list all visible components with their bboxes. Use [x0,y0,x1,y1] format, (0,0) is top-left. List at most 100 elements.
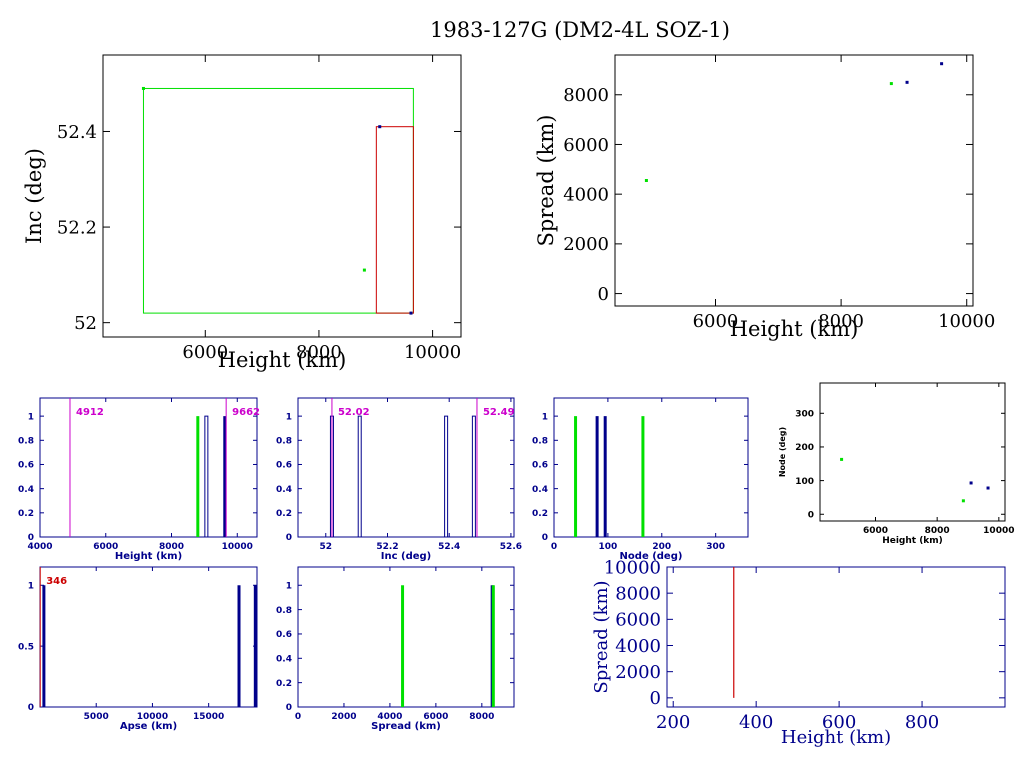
chart-hist-node: 0 100 200 300 0 0.2 0.4 0.6 0.8 1 Node (deg) [532,397,749,562]
x-tick-label: 200 [652,542,671,552]
x-tick-label: 52.2 [376,542,398,552]
y-tick-label: 0 [808,510,814,520]
y-tick-label: 0.2 [18,509,34,519]
histogram-bar [42,585,46,707]
plot-frame [102,54,462,338]
y-tick-label: 10000 [604,557,661,578]
y-tick-label: 0.8 [532,436,548,446]
x-tick-label: 200 [656,712,690,733]
y-tick-label: 1 [28,581,34,591]
y-tick-label: 2000 [615,662,661,683]
y-tick-label: 0.4 [532,485,548,495]
x-tick-label: 10000 [222,542,253,552]
x-axis-label: Apse (km) [120,721,177,732]
marker-label: 52.49 [483,407,515,418]
x-tick-label: 0 [551,542,557,552]
data-point [961,499,965,503]
data-point [409,311,413,315]
chart-inc-vs-height: 6000 8000 10000 52 52.2 52.4 Height (km) Inc (d… [22,54,462,372]
marker-label: 4912 [76,407,104,418]
y-tick-label: 1 [28,412,34,422]
y-tick-label: 52 [74,313,97,334]
y-axis-label: Spread (km) [534,115,558,247]
x-axis-label: Height (km) [730,317,859,341]
x-tick-label: 10000 [404,342,461,363]
y-tick-label: 0 [28,703,34,713]
histogram-bar [401,585,405,707]
y-tick-label: 0.5 [18,642,34,652]
x-tick-label: 6000 [93,542,118,552]
plot-frame [39,397,258,538]
data-point [378,125,382,129]
y-tick-label: 0.2 [532,509,548,519]
data-point [969,481,973,485]
x-axis-label: Height (km) [115,551,182,562]
plot-frame [553,397,749,538]
y-tick-label: 0.6 [276,461,292,471]
x-tick-label: 4000 [377,712,402,722]
plot-frame [819,382,1006,522]
x-axis-label: Spread (km) [371,721,441,732]
y-tick-label: 52.2 [57,217,97,238]
x-tick-label: 100 [598,542,617,552]
x-tick-label: 10000 [938,311,995,332]
x-tick-label: 10000 [983,526,1014,536]
chart-node-vs-height: 6000 8000 10000 0 100 200 300 Height (km) Node (… [778,382,1014,546]
y-tick-label: 52.4 [57,122,97,143]
range-box [375,126,414,314]
plot-frame [297,566,515,708]
y-tick-label: 2000 [563,234,609,255]
range-box [142,87,414,314]
x-axis-label: Height (km) [882,536,943,546]
x-tick-label: 8000 [296,342,342,363]
data-point [905,80,909,84]
y-tick-label: 4000 [615,636,661,657]
y-tick-label: 0 [598,284,609,305]
y-tick-label: 4000 [563,184,609,205]
y-tick-label: 0.6 [18,461,34,471]
histogram-bar [237,585,241,707]
y-tick-label: 300 [795,409,814,419]
histogram-bar [223,416,227,537]
y-tick-label: 0 [542,533,548,543]
y-tick-label: 8000 [615,583,661,604]
y-axis-label: Node (deg) [778,427,787,477]
x-tick-label: 8000 [159,542,184,552]
x-axis-label: Height (km) [781,727,891,748]
chart-hist-inc: 52 52.2 52.4 52.6 0 0.2 0.4 0.6 0.8 1 Inc (deg) 52.… [276,397,522,562]
y-tick-label: 0.4 [276,654,292,664]
x-tick-label: 8000 [818,311,864,332]
histogram-bar [357,415,362,538]
histogram-bar [196,416,200,537]
y-axis-label: Inc (deg) [22,148,46,244]
histogram-bar [471,415,476,538]
x-tick-label: 5000 [84,712,109,722]
x-axis-label: Inc (deg) [381,551,432,562]
plot-frame [297,397,515,538]
x-tick-label: 8000 [469,712,494,722]
y-tick-label: 0.8 [276,606,292,616]
histogram-bar [444,415,449,538]
y-tick-label: 0.4 [18,485,34,495]
marker-label: 52.02 [338,407,370,418]
y-tick-label: 200 [795,443,814,453]
x-tick-label: 400 [739,712,773,733]
x-tick-label: 10000 [137,712,168,722]
y-tick-label: 0.6 [276,630,292,640]
y-tick-label: 0 [286,703,292,713]
x-tick-label: 6000 [182,342,228,363]
y-tick-label: 0.6 [532,461,548,471]
marker-label: 9662 [232,407,260,418]
y-tick-label: 6000 [615,610,661,631]
data-point [889,82,893,86]
figure-title: 1983-127G (DM2-4L SOZ-1) [430,18,730,42]
y-tick-label: 6000 [563,135,609,156]
x-tick-label: 15000 [193,712,224,722]
plot-frame [614,54,974,307]
chart-spread-vs-height-low: 200 400 600 8000200040006000800010000Height… [591,557,1006,748]
histogram-bar [641,416,645,537]
y-tick-label: 0 [28,533,34,543]
chart-hist-apse: 5000 10000 15000 0 0.5 1 Apse (km) 346 [18,566,258,732]
